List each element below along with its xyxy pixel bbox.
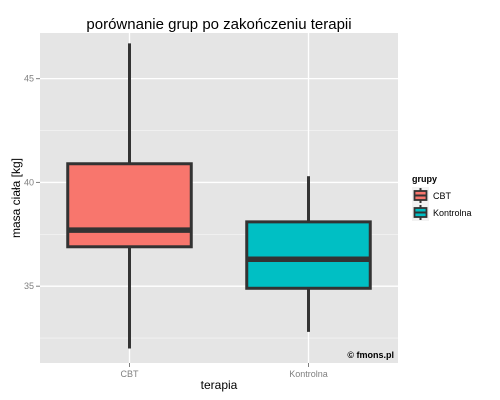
box-body	[245, 220, 372, 290]
legend-label: CBT	[433, 191, 452, 201]
y-axis-title: masa ciała [kg]	[9, 158, 23, 238]
x-axis-title: terapia	[201, 378, 238, 392]
x-tick-label: CBT	[121, 369, 140, 379]
y-axis-ticks: 35 40 45	[24, 74, 40, 291]
chart-title: porównanie grup po zakończeniu terapii	[86, 16, 351, 33]
legend-item-cbt: CBT	[412, 187, 452, 204]
y-tick-label: 40	[24, 177, 34, 187]
legend-title: grupy	[412, 174, 437, 184]
box-kontrolna	[245, 176, 372, 332]
y-tick-label: 35	[24, 281, 34, 291]
y-tick-label: 45	[24, 74, 34, 84]
watermark: © fmons.pl	[347, 350, 394, 360]
x-axis-ticks: CBT Kontrolna	[121, 363, 328, 379]
legend-label: Kontrolna	[433, 208, 472, 218]
legend: grupy CBT Kontrolna	[412, 174, 472, 221]
legend-item-kontrolna: Kontrolna	[412, 204, 472, 221]
x-tick-label: Kontrolna	[289, 369, 328, 379]
box-cbt	[66, 43, 193, 349]
box-body	[66, 162, 193, 249]
boxes	[66, 43, 372, 349]
